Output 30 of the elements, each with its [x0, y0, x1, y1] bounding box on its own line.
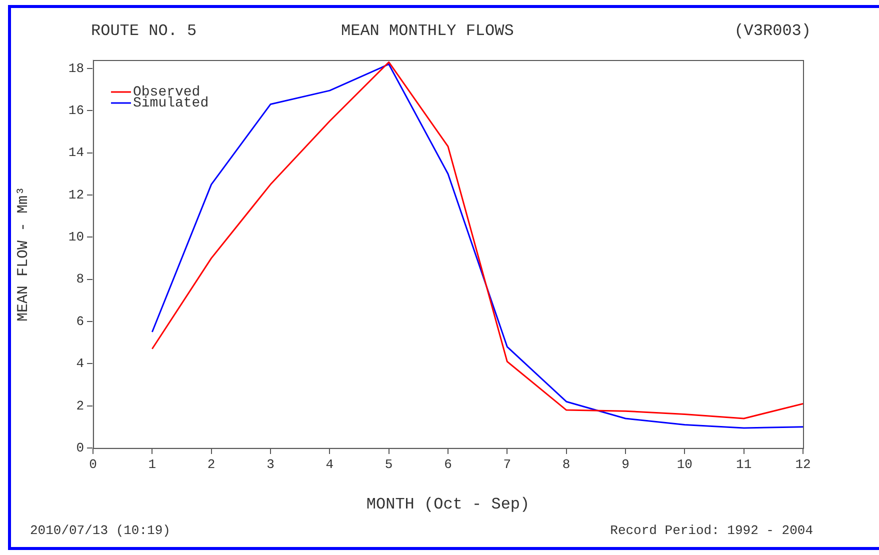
- x-tick-label: 10: [676, 457, 692, 472]
- x-tick-label: 9: [622, 457, 630, 472]
- x-tick-label: 1: [148, 457, 156, 472]
- x-axis-title: MONTH (Oct - Sep): [366, 496, 530, 514]
- y-tick-label: 14: [68, 145, 84, 160]
- text: 2010/07/13 (10:19): [30, 523, 170, 538]
- y-tick-label: 18: [68, 60, 84, 76]
- y-tick-label: 6: [76, 314, 84, 329]
- x-tick-label: 4: [326, 457, 334, 472]
- x-tick-label: 0: [89, 457, 97, 472]
- x-tick-label: 2: [207, 457, 216, 472]
- y-tick-label: 2: [76, 398, 84, 414]
- x-tick-label: 7: [503, 457, 512, 472]
- y-tick-label: 12: [68, 187, 84, 202]
- y-tick-label: 10: [68, 230, 84, 245]
- text: ROUTE NO. 5: [91, 22, 197, 40]
- chart-title: MEAN MONTHLY FLOWS: [341, 22, 514, 40]
- y-tick-label: 0: [76, 440, 84, 456]
- y-tick-label: 16: [68, 103, 84, 118]
- text: (V3R003): [734, 22, 811, 40]
- x-tick-label: 8: [562, 457, 570, 472]
- x-tick-label: 12: [795, 457, 811, 472]
- x-tick-label: 5: [384, 457, 393, 472]
- y-tick-label: 4: [76, 356, 84, 372]
- x-tick-label: 11: [736, 457, 752, 472]
- y-tick-label: 8: [76, 272, 84, 287]
- x-tick-label: 3: [266, 457, 274, 472]
- y-axis-title: MEAN FLOW - Mm³: [14, 186, 32, 322]
- text: Record Period: 1992 - 2004: [610, 523, 813, 538]
- x-tick-label: 6: [444, 457, 452, 472]
